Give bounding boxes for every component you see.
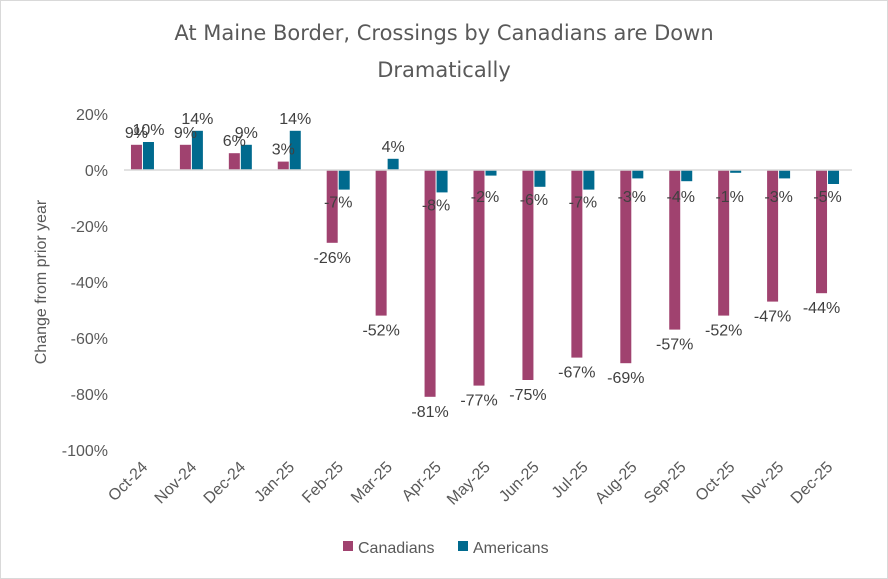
bar-americans-jun-25 [534,170,546,187]
x-axis: Oct-24 Nov-24 Dec-24 Jan-25 Feb-25 Mar-25 Apr-… [105,459,836,509]
data-label: -3% [764,189,792,206]
legend-label-americans: Americans [473,540,549,557]
x-tick-label: Jan-25 [251,459,298,506]
data-label: -52% [705,323,742,340]
data-label: 9% [174,125,197,142]
bar-americans-jul-25 [583,170,595,190]
x-tick-label: Mar-25 [348,459,396,507]
x-tick-label: Nov-24 [152,459,201,508]
bar-americans-nov-24 [191,130,203,170]
bar-canadians-nov-25 [767,170,779,302]
data-label: -47% [754,309,791,326]
y-tick-label: 0% [85,163,108,180]
bar-americans-mar-25 [387,158,399,170]
legend-swatch-americans [458,541,468,551]
bar-canadians-nov-24 [179,144,191,170]
bar-canadians-jun-25 [522,170,534,380]
data-label: 6% [223,133,246,150]
x-tick-label: Nov-25 [739,459,788,508]
bar-canadians-aug-25 [620,170,632,364]
data-label: -3% [618,189,646,206]
data-label: -7% [569,195,597,212]
data-label: -2% [471,189,499,206]
bar-americans-nov-25 [779,170,791,179]
bar-canadians-apr-25 [424,170,436,397]
data-label: -81% [411,404,448,421]
bar-americans-sep-25 [681,170,693,182]
bar-canadians-feb-25 [326,170,338,243]
data-label: 9% [125,125,148,142]
bar-americans-may-25 [485,170,497,176]
x-tick-label: Feb-25 [299,459,347,507]
x-tick-label: Jul-25 [549,459,592,502]
x-tick-label: Oct-25 [693,459,739,505]
data-label: 14% [279,111,311,128]
bar-canadians-oct-25 [718,170,730,316]
bar-canadians-may-25 [473,170,485,386]
x-tick-label: Sep-25 [641,459,690,508]
bar-americans-dec-24 [240,144,252,170]
y-axis: 20% 0% -20% -40% -60% -80% -100% [62,107,108,460]
chart-title-line-2: Dramatically [377,58,511,82]
data-label: 14% [181,111,213,128]
y-tick-label: -20% [71,219,108,236]
y-tick-label: 20% [76,107,108,124]
y-tick-label: -100% [62,443,108,460]
data-label: 4% [382,139,405,156]
legend-label-canadians: Canadians [358,540,435,557]
data-label: 10% [132,122,164,139]
bar-canadians-jul-25 [571,170,583,358]
data-label: -57% [656,337,693,354]
x-tick-label: Dec-24 [201,459,250,508]
y-axis-title: Change from prior year [33,199,50,364]
bar-americans-oct-25 [730,170,742,173]
data-label: -4% [667,189,695,206]
y-tick-label: -40% [71,275,108,292]
data-label: -26% [314,250,351,267]
bar-americans-jan-25 [289,130,301,170]
data-label: -77% [460,393,497,410]
data-label: -75% [509,387,546,404]
data-label: -69% [607,370,644,387]
data-label: -44% [803,300,840,317]
x-tick-label: Jun-25 [496,459,543,506]
data-label: 3% [272,142,295,159]
y-tick-label: -80% [71,387,108,404]
data-labels: 9% 9% 6% 3%-26%-52%-81%-77% -75%-67% -69%-57%… [125,111,842,421]
y-tick-label: -60% [71,331,108,348]
x-tick-label: May-25 [444,459,494,509]
data-label: -67% [558,365,595,382]
x-tick-label: Apr-25 [399,459,445,505]
data-label: -5% [813,189,841,206]
bar-canadians-sep-25 [669,170,681,330]
x-tick-label: Dec-25 [788,459,837,508]
bar-americans-oct-24 [142,142,154,170]
bar-canadians-jan-25 [277,161,289,170]
legend: Canadians Americans [343,540,549,557]
data-label: -1% [715,189,743,206]
bar-canadians-oct-24 [130,144,142,170]
data-label: -7% [324,195,352,212]
bar-americans-aug-25 [632,170,644,179]
bar-canadians-dec-24 [228,153,240,170]
data-label: 9% [235,125,258,142]
x-tick-label: Oct-24 [105,459,151,505]
legend-swatch-canadians [343,541,353,551]
data-label: -52% [362,323,399,340]
bar-americans-apr-25 [436,170,448,193]
data-label: -8% [422,197,450,214]
x-tick-label: Aug-25 [592,459,641,508]
bars [130,130,840,397]
bar-americans-dec-25 [828,170,840,184]
data-label: -6% [520,192,548,209]
chart-title-line-1: At Maine Border, Crossings by Canadians … [174,21,714,45]
bar-americans-feb-25 [338,170,350,190]
bar-canadians-dec-25 [816,170,828,294]
bar-canadians-mar-25 [375,170,387,316]
